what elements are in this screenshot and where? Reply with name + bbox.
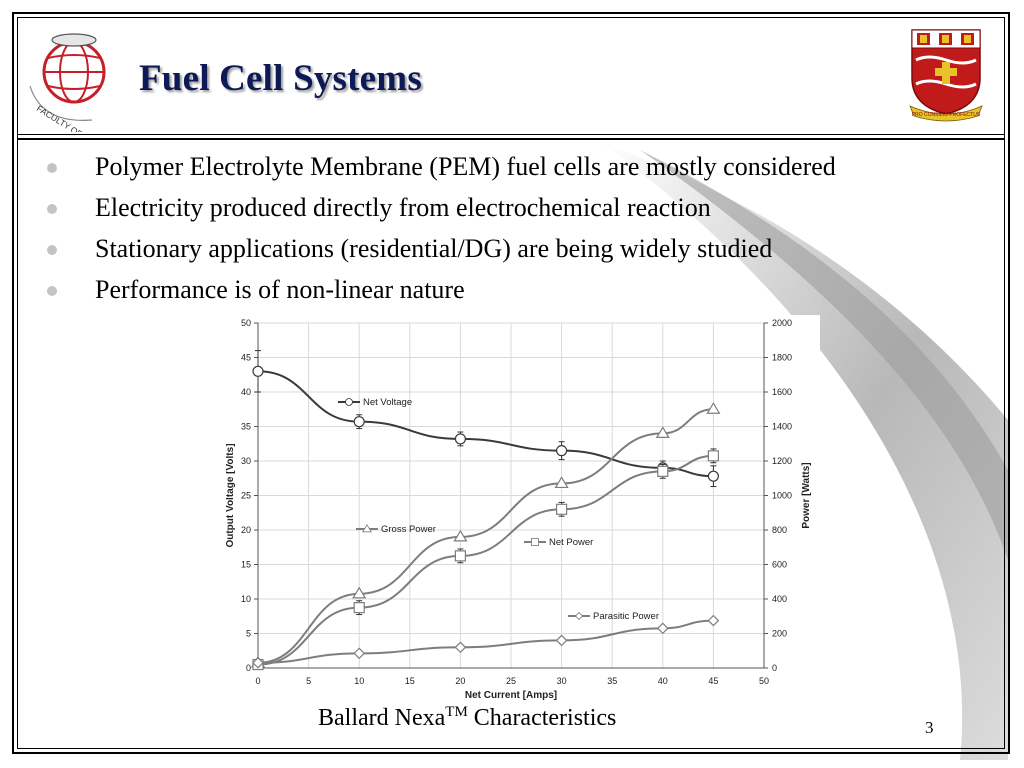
y-tick-label-left: 0	[246, 663, 251, 673]
university-crest-icon: PRO CONSILIO PROFECTUS	[909, 29, 983, 122]
series-line-parasitic-power	[257, 619, 714, 664]
y-tick-label-left: 20	[241, 525, 251, 535]
data-point-gross-power	[352, 586, 367, 599]
y-tick-label-left: 5	[246, 629, 251, 639]
y-tick-label-right: 1200	[772, 456, 792, 466]
slide-border-outer	[12, 12, 1010, 754]
data-point-parasitic-power	[353, 647, 366, 660]
bullet-text: Electricity produced directly from elect…	[95, 193, 711, 222]
legend-label-parasitic-power: Parasitic Power	[593, 611, 659, 622]
data-point-net-power	[454, 550, 466, 562]
data-point-net-power	[707, 450, 719, 462]
y-tick-label-left: 15	[241, 560, 251, 570]
x-tick-label: 0	[255, 676, 260, 686]
y-tick-label-right: 600	[772, 560, 787, 570]
engineering-globe-logo-icon: FACULTY OF ENGINEERING & APPLIED SCIENCE	[29, 33, 132, 132]
bullet-dot-icon	[47, 245, 57, 255]
chart-caption: Ballard NexaTM Characteristics	[318, 704, 616, 732]
bullet-item: Electricity produced directly from elect…	[44, 191, 836, 232]
chart-svg: 0 5 10 15 20 25 30 35 40 45 5005101520253035404550…	[225, 318, 812, 701]
data-point-parasitic-power	[656, 622, 669, 635]
data-point-gross-power	[554, 476, 569, 489]
bullet-text: Stationary applications (residential/DG)…	[95, 234, 773, 263]
x-axis-title: Net Current [Amps]	[465, 690, 557, 701]
legend-marker-net-voltage	[345, 398, 353, 406]
y-tick-label-right: 1000	[772, 491, 792, 501]
bullet-list: Polymer Electrolyte Membrane (PEM) fuel …	[44, 150, 836, 314]
x-tick-label: 40	[658, 676, 668, 686]
series-line-gross-power	[257, 408, 714, 664]
caption-rest: Characteristics	[467, 705, 617, 731]
data-point-parasitic-power	[252, 656, 264, 669]
data-point-net-voltage	[454, 433, 466, 445]
y-tick-label-left: 10	[241, 594, 251, 604]
legend-label-gross-power: Gross Power	[381, 524, 436, 535]
y-tick-label-right: 800	[772, 525, 787, 535]
data-point-gross-power	[453, 529, 468, 542]
data-point-gross-power	[655, 426, 670, 439]
y-tick-label-left: 50	[241, 318, 251, 328]
page-title: Fuel Cell Systems	[139, 58, 422, 99]
header-divider-thick	[17, 138, 1005, 140]
caption-main: Ballard Nexa	[318, 705, 446, 731]
data-point-net-voltage	[556, 445, 568, 457]
slide-border-inner	[17, 17, 1005, 749]
y-tick-label-right: 1800	[772, 353, 792, 363]
data-point-parasitic-power	[555, 634, 568, 647]
bullet-dot-icon	[47, 286, 57, 296]
y-tick-label-right: 400	[772, 594, 787, 604]
data-point-net-voltage	[252, 365, 264, 377]
bullet-item: Stationary applications (residential/DG)…	[44, 232, 836, 273]
legend-label-net-voltage: Net Voltage	[363, 397, 412, 408]
y-tick-label-left: 25	[241, 491, 251, 501]
bullet-text: Polymer Electrolyte Membrane (PEM) fuel …	[95, 152, 836, 181]
y-tick-label-left: 35	[241, 422, 251, 432]
y-tick-label-left: 30	[241, 456, 251, 466]
data-point-parasitic-power	[454, 641, 467, 654]
data-point-net-power	[657, 465, 669, 477]
legend-marker-gross-power	[362, 523, 372, 533]
data-point-net-voltage	[353, 416, 365, 428]
x-tick-label: 35	[607, 676, 617, 686]
y-tick-label-right: 200	[772, 629, 787, 639]
x-tick-label: 50	[759, 676, 769, 686]
page-number: 3	[925, 718, 934, 737]
caption-trademark: TM	[445, 704, 468, 720]
series-line-net-voltage	[257, 370, 714, 478]
data-point-gross-power	[706, 402, 721, 414]
y-tick-label-right: 0	[772, 663, 777, 673]
data-point-net-power	[353, 602, 365, 614]
bullet-dot-icon	[47, 204, 57, 214]
data-point-parasitic-power	[707, 614, 720, 627]
logo-text: FACULTY OF ENGINEERING & APPLIED SCIENCE	[35, 103, 132, 132]
y-tick-label-right: 1400	[772, 422, 792, 432]
x-tick-label: 30	[557, 676, 567, 686]
bullet-text: Performance is of non-linear nature	[95, 275, 465, 304]
legend-marker-net-power	[531, 538, 539, 546]
y-tick-label-right: 2000	[772, 318, 792, 328]
data-point-net-power	[556, 503, 568, 515]
y-tick-label-right: 1600	[772, 387, 792, 397]
x-tick-label: 20	[455, 676, 465, 686]
x-tick-label: 15	[405, 676, 415, 686]
y-axis-title-right: Power [Watts]	[801, 462, 812, 528]
x-tick-label: 5	[306, 676, 311, 686]
bullet-dot-icon	[47, 163, 57, 173]
bullet-item: Polymer Electrolyte Membrane (PEM) fuel …	[44, 150, 836, 191]
chart-container: 0 5 10 15 20 25 30 35 40 45 50 0 5 10 15 20 25 30 35 40 45 50…	[225, 315, 820, 704]
x-tick-label: 45	[708, 676, 718, 686]
crest-motto: PRO CONSILIO PROFECTUS	[912, 112, 981, 118]
x-tick-label: 25	[506, 676, 516, 686]
y-tick-label-left: 40	[241, 387, 251, 397]
y-axis-title-left: Output Voltage [Volts]	[226, 443, 236, 547]
bullet-item: Performance is of non-linear nature	[44, 273, 836, 314]
x-tick-label: 10	[354, 676, 364, 686]
y-tick-label-left: 45	[241, 353, 251, 363]
legend-label-net-power: Net Power	[549, 537, 593, 548]
header-divider	[17, 134, 1005, 135]
data-point-net-voltage	[707, 470, 719, 482]
legend-marker-parasitic-power	[574, 611, 584, 621]
